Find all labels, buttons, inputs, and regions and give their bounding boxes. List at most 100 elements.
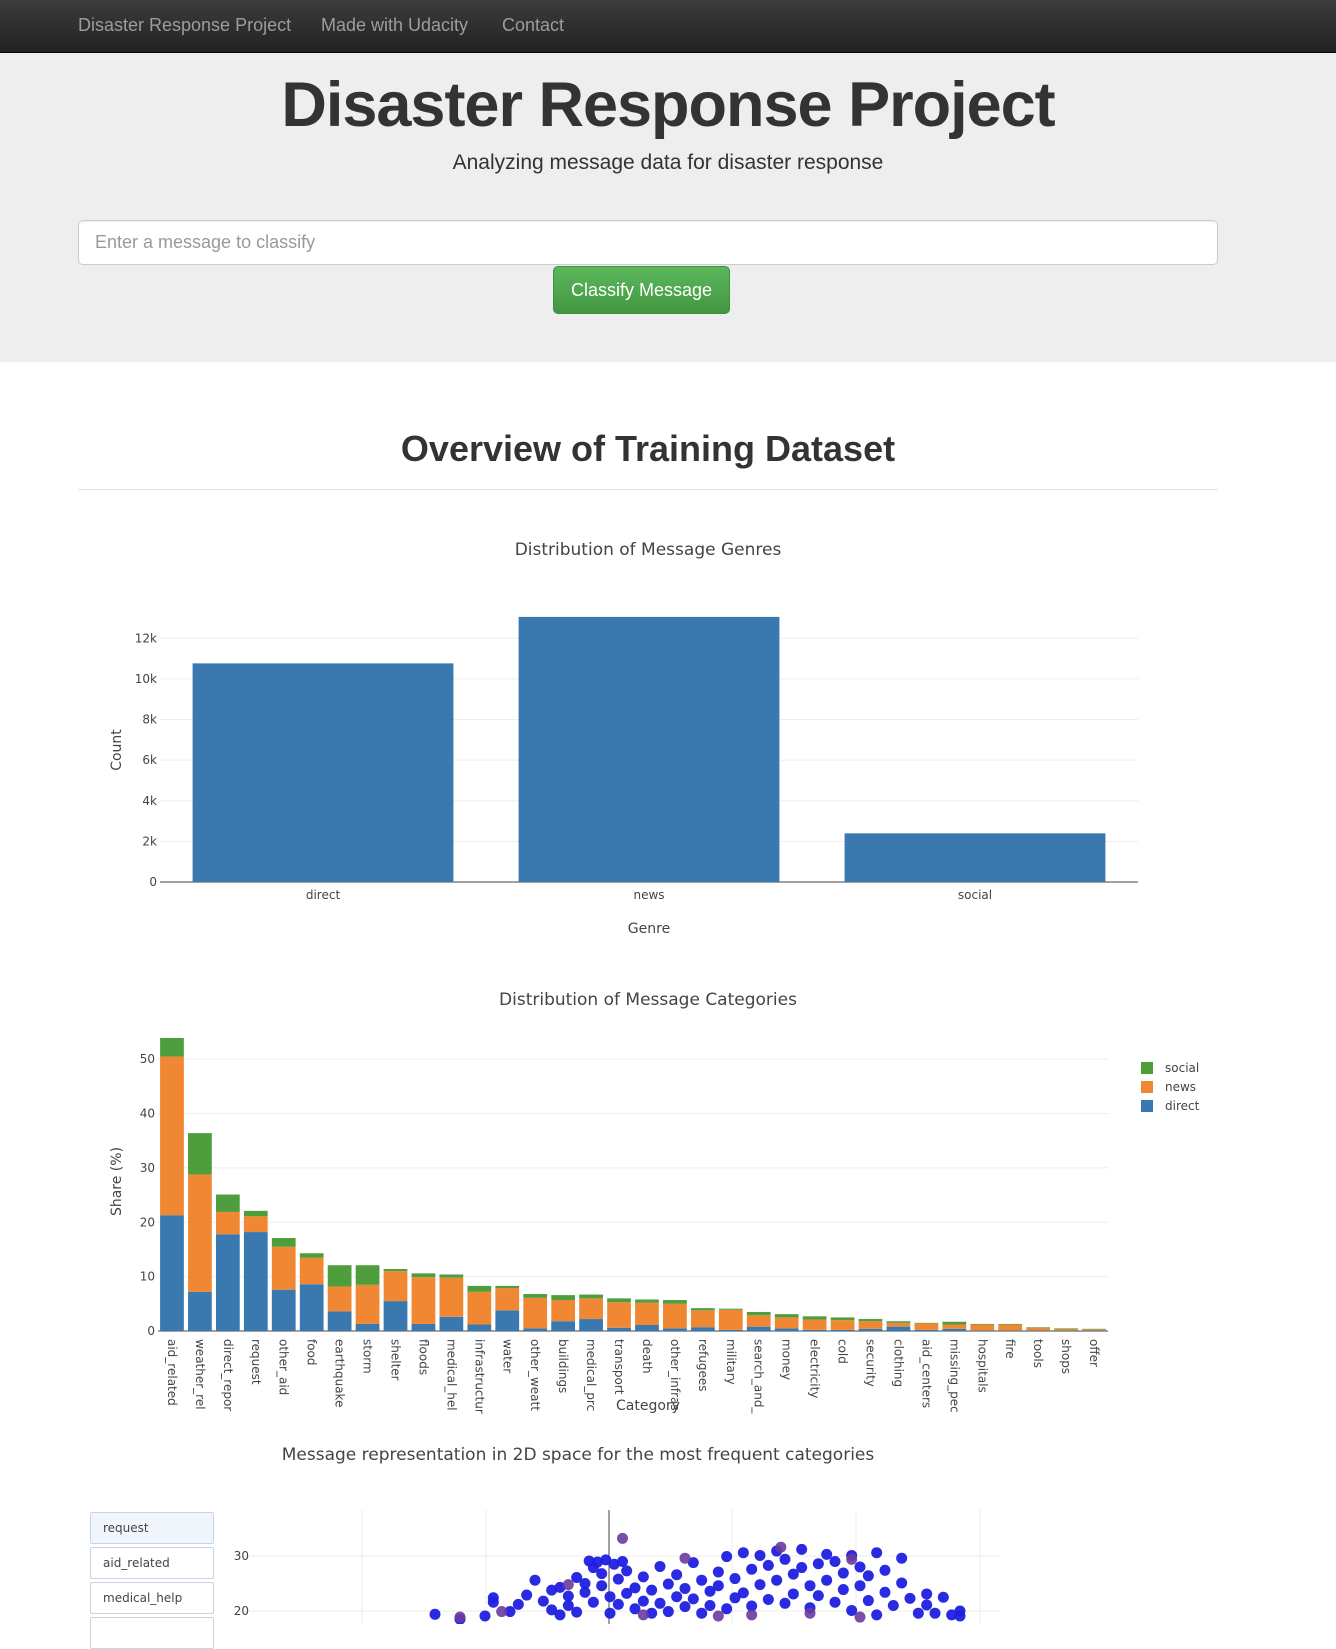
category-button-request[interactable]: request (90, 1512, 214, 1544)
bar-news (215, 1211, 240, 1235)
bar-direct (467, 1324, 492, 1331)
x-tick-label: shelter (389, 1339, 403, 1381)
scatter-point (579, 1578, 591, 1589)
bar-direct (746, 1326, 771, 1331)
bar-news (188, 1174, 212, 1292)
scatter-point (679, 1582, 691, 1594)
scatter-point (854, 1580, 866, 1592)
bar-direct (858, 1328, 883, 1331)
bar-news (495, 1288, 520, 1311)
bar-direct (383, 1301, 408, 1331)
bar-direct (998, 1330, 1023, 1331)
x-tick-label: tools (1031, 1339, 1045, 1368)
bar-news (1082, 1329, 1106, 1331)
category-button-partial[interactable] (90, 1617, 214, 1649)
scatter-point (821, 1548, 833, 1560)
scatter-point (662, 1606, 674, 1618)
nav-link-contact[interactable]: Contact (502, 15, 565, 35)
scatter-point-alt (496, 1606, 508, 1618)
bar-social (271, 1238, 296, 1247)
bar-social (914, 1322, 939, 1324)
x-axis-label: Category (616, 1398, 680, 1414)
bar-news (914, 1323, 939, 1330)
bar-social (858, 1319, 883, 1322)
bar-news (327, 1286, 352, 1312)
scatter-point (762, 1559, 774, 1571)
bar-social (523, 1294, 548, 1298)
scatter-point (687, 1593, 699, 1605)
scatter-point (762, 1593, 774, 1605)
genre-distribution-chart[interactable]: Distribution of Message Genres 0 2k 4k 6k 8k 1… (0, 520, 1336, 950)
bar-direct (663, 1328, 687, 1331)
scatter-point (754, 1549, 766, 1561)
y-tick-label: 4k (142, 794, 157, 808)
scatter-point (696, 1607, 708, 1619)
category-button-medical-help[interactable]: medical_help (90, 1582, 214, 1614)
navbar-brand-link[interactable]: Disaster Response Project (78, 15, 292, 35)
scatter-point (871, 1609, 883, 1621)
x-tick-label: hospitals (975, 1339, 989, 1393)
bar-social (495, 1285, 520, 1289)
y-tick-label: 2k (142, 834, 157, 848)
bar-social (718, 1308, 743, 1310)
scatter-point (954, 1610, 966, 1622)
scatter-point (921, 1588, 933, 1600)
legend-swatch-direct (1141, 1100, 1153, 1112)
scatter-point (512, 1598, 524, 1610)
x-tick-label: missing_pec (947, 1339, 961, 1413)
scatter-point (721, 1551, 733, 1563)
bar-news (579, 1298, 603, 1320)
nav-link-udacity[interactable]: Made with Udacity (321, 15, 469, 35)
scatter-point (804, 1580, 816, 1592)
category-button-aid-related[interactable]: aid_related (90, 1547, 214, 1579)
bar-social (1054, 1328, 1078, 1329)
x-tick-label: request (249, 1339, 263, 1385)
y-tick-label: 6k (142, 753, 157, 767)
bar-social (383, 1269, 408, 1272)
scatter-point (629, 1603, 641, 1615)
category-distribution-chart[interactable]: Distribution of Message Categories 0 10 20 3… (0, 970, 1336, 1415)
scatter-point (592, 1556, 603, 1568)
scatter-point (604, 1607, 616, 1619)
scatter-point (608, 1558, 620, 1570)
x-tick-label: fire (1003, 1339, 1017, 1359)
bar-social (1082, 1328, 1106, 1330)
y-axis-label: Count (109, 729, 125, 771)
x-tick-label: earthquake (333, 1339, 347, 1407)
scatter-point (617, 1556, 628, 1567)
scatter-point (887, 1600, 899, 1611)
x-tick-label: direct_repor (221, 1339, 235, 1411)
bar-direct (774, 1328, 799, 1331)
scatter-point-alt (775, 1541, 787, 1553)
x-axis-label: Genre (628, 921, 670, 937)
x-tick-label: refugees (696, 1339, 710, 1392)
bar-social (998, 1323, 1023, 1325)
scatter-point (571, 1571, 583, 1583)
x-tick-label: other_weatt (528, 1339, 542, 1411)
scatter-point-alt (617, 1532, 628, 1544)
x-tick-label: transport (612, 1339, 626, 1395)
scatter-point (946, 1609, 958, 1621)
x-tick-label: direct (306, 888, 341, 902)
bar-social (551, 1295, 576, 1301)
scatter-point (546, 1584, 558, 1596)
x-tick-label: news (633, 888, 664, 902)
bar-news (243, 1216, 268, 1233)
legend-label-news: news (1165, 1080, 1196, 1094)
bar-news (970, 1324, 995, 1331)
message-2d-scatter-chart[interactable]: Message representation in 2D space for t… (0, 1430, 1336, 1624)
bar-direct (299, 1284, 324, 1331)
chart-title: Message representation in 2D space for t… (282, 1445, 875, 1465)
scatter-point (671, 1591, 683, 1603)
classify-message-button[interactable]: Classify Message (553, 266, 730, 314)
x-tick-label: storm (361, 1339, 375, 1374)
scatter-point-alt (846, 1553, 858, 1565)
scatter-point (662, 1578, 674, 1590)
bar-news (439, 1277, 464, 1317)
message-input[interactable] (78, 220, 1218, 265)
scatter-point (712, 1566, 724, 1578)
bar-social (243, 1210, 268, 1217)
jumbotron: Disaster Response Project Analyzing mess… (0, 53, 1336, 362)
x-tick-label: cold (836, 1339, 850, 1364)
y-tick-label: 30 (140, 1161, 155, 1175)
